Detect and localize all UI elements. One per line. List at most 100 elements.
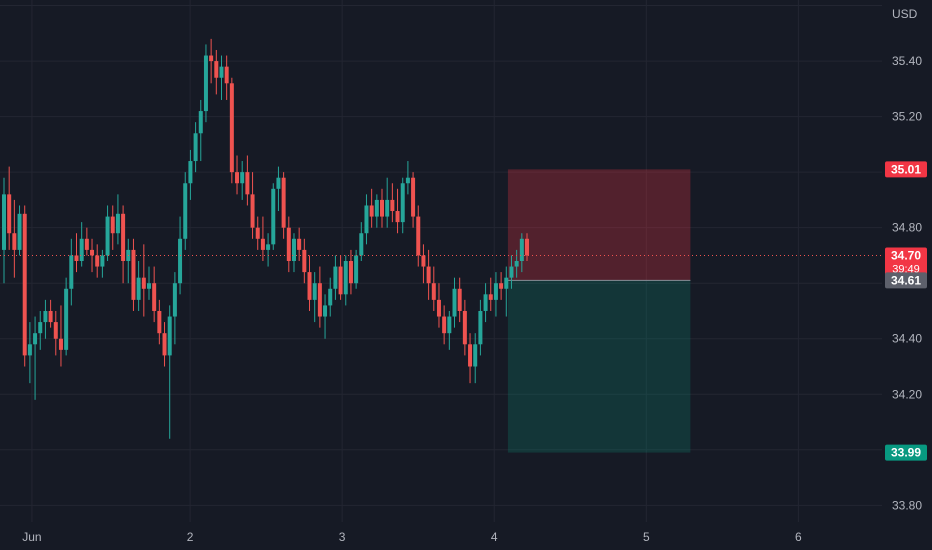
price-tick-label: 34.80 [892, 221, 922, 235]
candle-body [488, 294, 493, 300]
candle-body [473, 344, 478, 367]
candle-body [457, 288, 462, 311]
candle-body [121, 213, 126, 261]
candle-body [152, 283, 157, 311]
candle-body [338, 266, 343, 295]
candle-body [33, 333, 38, 345]
target-price-badge-label: 33.99 [891, 446, 921, 460]
candle-body [436, 299, 441, 317]
candle-body [183, 183, 188, 239]
candle-body [90, 249, 95, 256]
time-tick-label: 4 [491, 530, 498, 544]
stop-zone[interactable] [507, 169, 691, 281]
time-tick-label: 5 [643, 530, 650, 544]
grid [0, 0, 882, 522]
price-axis[interactable]: USD 35.40 35.20 34.80 34.40 34.20 33.80 [892, 7, 922, 512]
candle-body [312, 283, 317, 300]
candle-body [499, 283, 504, 289]
candle-body [385, 199, 390, 217]
candle-body [110, 216, 115, 234]
candle-body [354, 255, 359, 284]
price-tick-label: 34.20 [892, 387, 922, 401]
candle-body [504, 277, 509, 289]
candle-body [390, 199, 395, 212]
candle-body [48, 310, 53, 323]
candle-body [525, 238, 529, 256]
candle-body [38, 322, 43, 334]
candle-body [421, 255, 426, 267]
candle-body [69, 255, 74, 289]
candle-body [483, 294, 488, 311]
price-tick-label: 33.80 [892, 498, 922, 512]
candle-body [426, 266, 431, 284]
candle-body [53, 322, 58, 339]
candle-body [416, 216, 421, 256]
candle-body [198, 111, 203, 134]
candle-body [380, 199, 385, 217]
candle-body [100, 255, 105, 267]
candle-body [79, 238, 84, 261]
candle-body [468, 344, 473, 367]
candle-body [348, 261, 353, 284]
candle-body [333, 266, 338, 289]
candle-body [178, 238, 183, 284]
stop-price-badge-bg [885, 161, 927, 178]
candle-body [478, 310, 483, 345]
candle-body [374, 199, 379, 217]
candle-body [157, 310, 162, 334]
candle-body [22, 213, 27, 356]
candle-body [27, 344, 32, 356]
current-price-badge-bg [885, 247, 927, 276]
candle-body [302, 249, 307, 273]
time-axis[interactable]: Jun 2 3 4 5 6 [22, 530, 802, 544]
candle-body [84, 238, 89, 250]
candle-body [131, 249, 136, 300]
candle-body [369, 205, 374, 217]
candles [2, 38, 529, 439]
candle-body [162, 333, 167, 356]
candle-body [2, 194, 6, 250]
entry-price-badge-bg [885, 272, 927, 289]
candle-body [452, 288, 457, 317]
price-tick-label: 34.40 [892, 332, 922, 346]
short-position-tool[interactable] [507, 169, 691, 453]
candle-body [167, 316, 172, 356]
candle-body [193, 133, 198, 162]
candle-body [519, 238, 524, 261]
candle-body [343, 261, 348, 295]
candle-body [276, 177, 281, 189]
candle-body [286, 227, 291, 261]
time-tick-label: 2 [187, 530, 194, 544]
candle-body [214, 61, 219, 78]
candle-body [229, 83, 234, 173]
candle-body [291, 238, 296, 261]
candle-body [245, 172, 250, 195]
candle-body [141, 277, 146, 289]
candle-body [281, 177, 286, 228]
candle-body [447, 316, 452, 334]
time-tick-label: 3 [339, 530, 346, 544]
target-zone[interactable] [507, 280, 691, 453]
price-tick-label: 35.40 [892, 54, 922, 68]
candle-body [235, 172, 240, 184]
candle-body [74, 255, 79, 261]
candle-body [323, 305, 328, 317]
candle-body [514, 261, 519, 267]
candle-body [509, 266, 514, 278]
candle-body [297, 238, 302, 250]
candle-body [95, 255, 100, 267]
candle-body [364, 205, 369, 234]
target-price-badge-bg [885, 444, 927, 461]
candle-body [105, 216, 110, 256]
candle-body [250, 194, 255, 228]
candle-body [172, 283, 177, 317]
candle-body [64, 288, 69, 350]
stop-price-badge-label: 35.01 [891, 162, 921, 176]
price-tick-label: 35.20 [892, 110, 922, 124]
candle-body [328, 288, 333, 306]
candle-body [12, 233, 17, 250]
candle-body [260, 238, 265, 250]
